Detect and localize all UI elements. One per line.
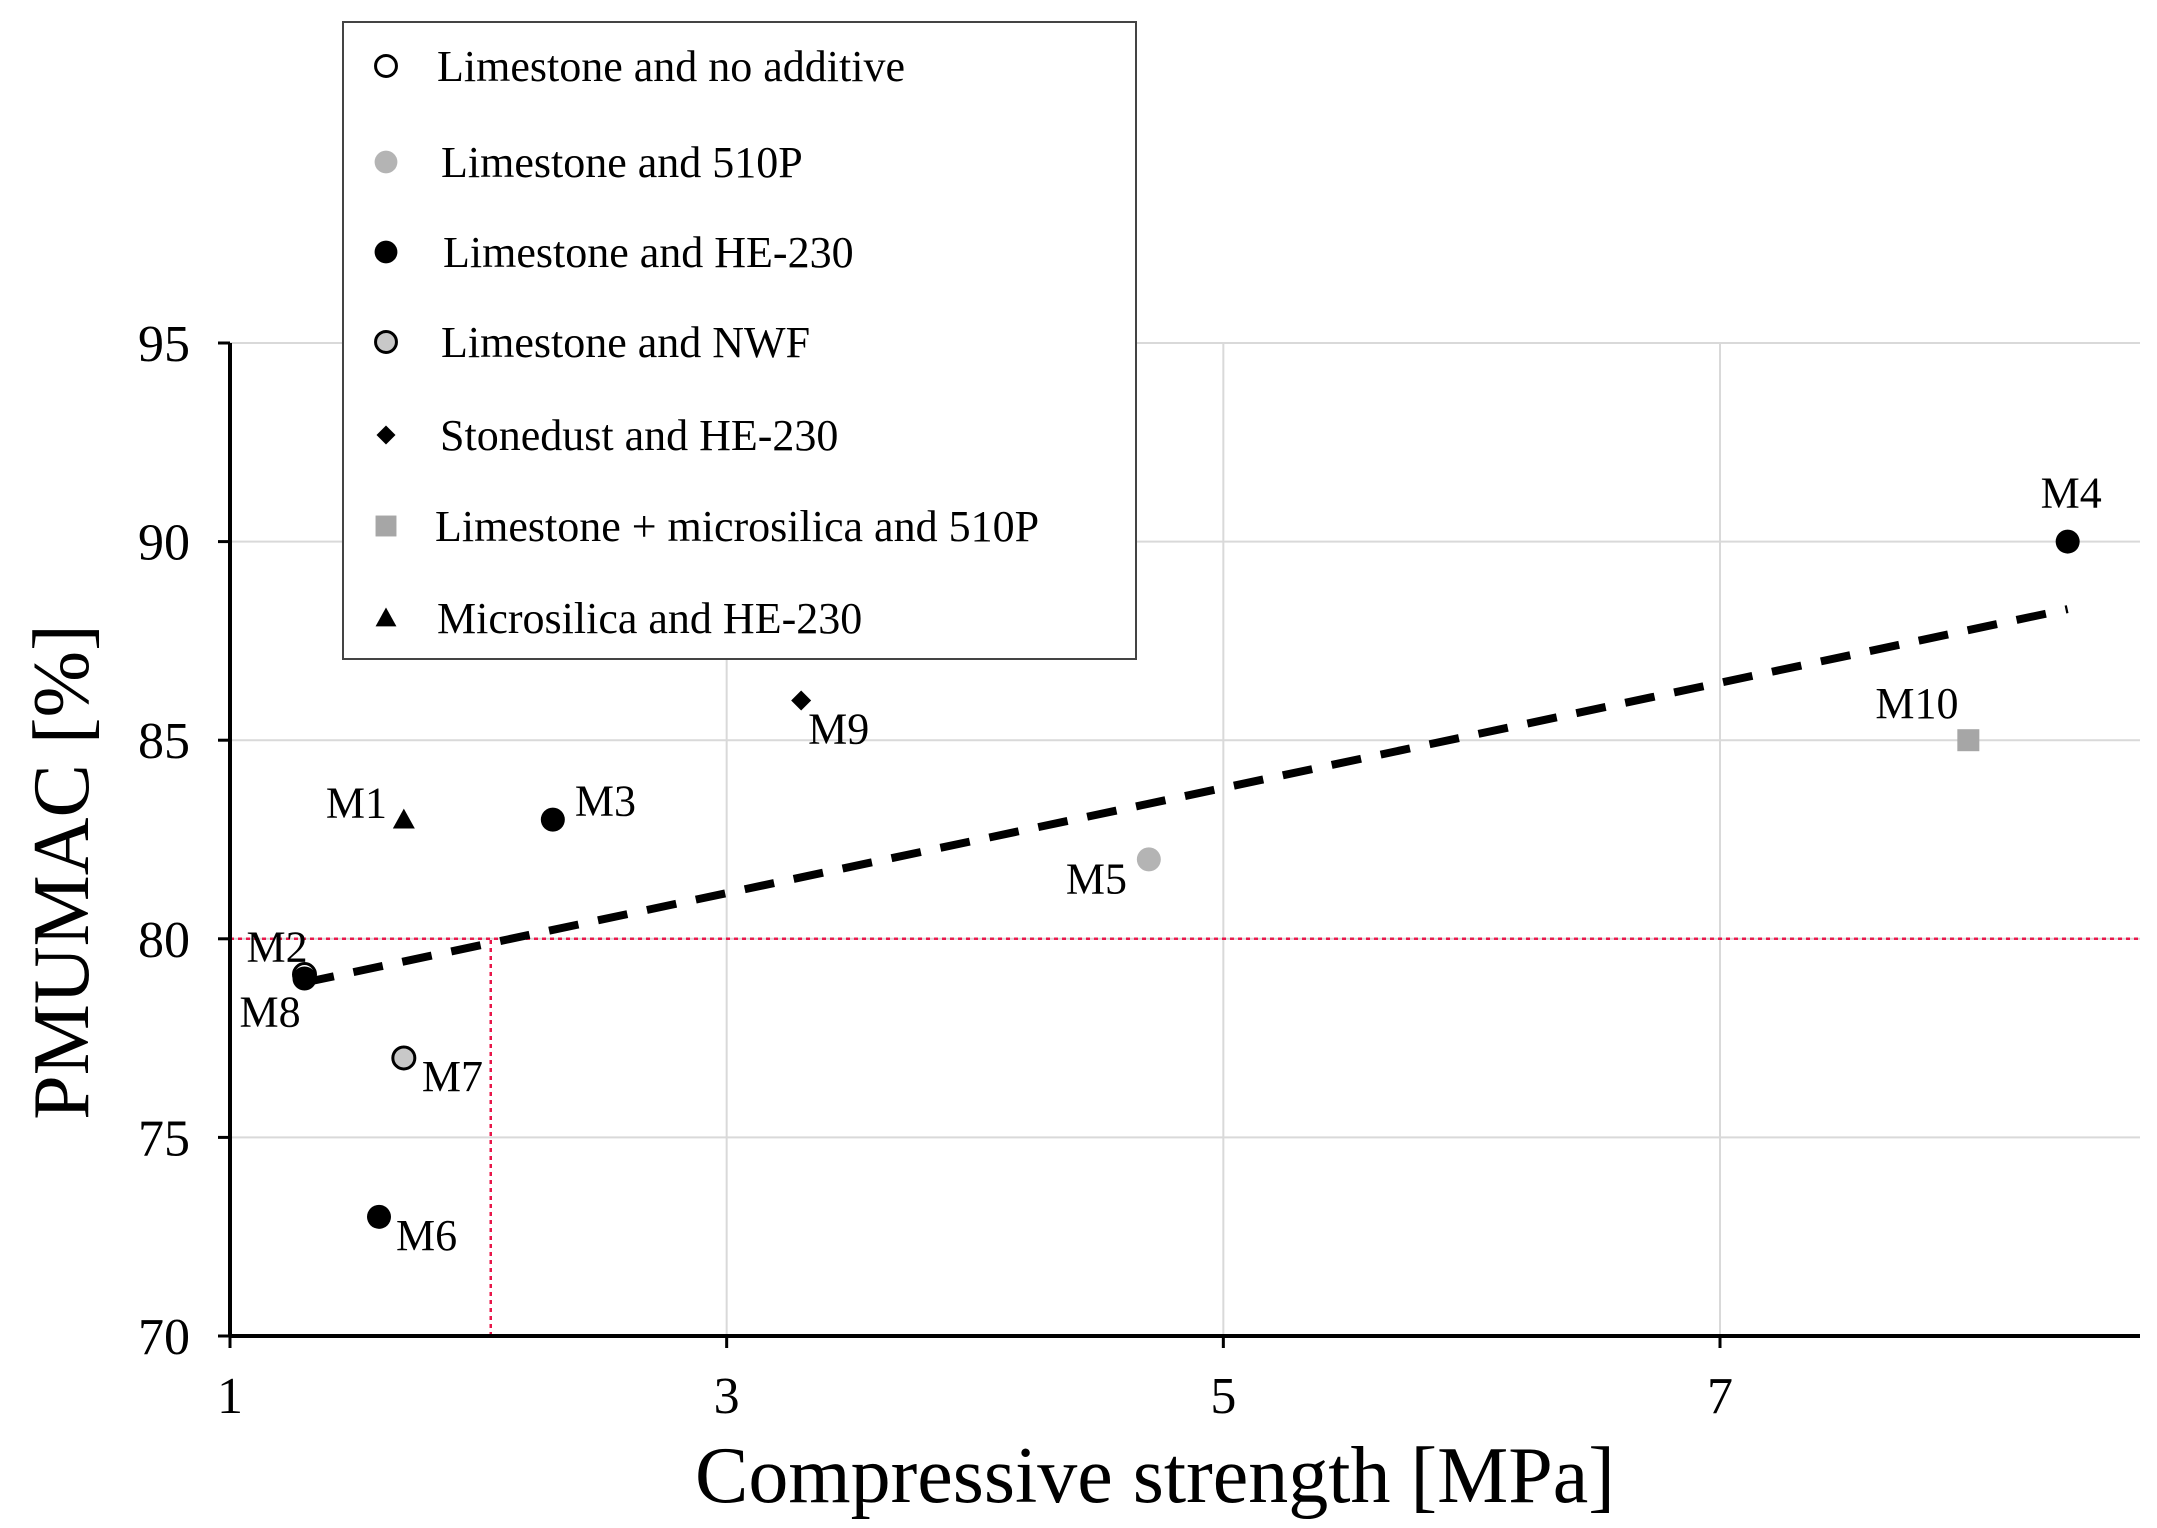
point-label-m1: M1 — [326, 779, 387, 828]
y-tick-label: 75 — [138, 1110, 190, 1167]
legend-label: Limestone and no additive — [437, 42, 905, 91]
data-point-m5 — [1136, 847, 1161, 872]
legend-label: Limestone and 510P — [441, 138, 803, 187]
point-label-m8: M8 — [240, 988, 301, 1037]
y-tick-label: 85 — [138, 713, 190, 770]
axes — [218, 341, 2140, 1348]
y-tick-label: 70 — [138, 1309, 190, 1366]
data-point-m4 — [2055, 529, 2080, 554]
data-point-m1 — [392, 808, 415, 829]
x-tick-label: 7 — [1707, 1368, 1733, 1425]
legend-items: Limestone and no additive Limestone and 5… — [374, 42, 1039, 643]
trendline-layer — [303, 605, 2069, 987]
point-label-m4: M4 — [2041, 469, 2102, 518]
legend-label: Stonedust and HE-230 — [440, 411, 838, 460]
trendline — [303, 605, 2069, 987]
point-label-m7: M7 — [422, 1052, 483, 1101]
data-point-m9 — [791, 690, 812, 711]
legend: Limestone and no additive Limestone and 5… — [342, 21, 1137, 660]
legend-marker — [374, 240, 398, 264]
x-axis-title: Compressive strength [MPa] — [695, 1432, 1615, 1520]
x-tick-label: 3 — [714, 1368, 740, 1425]
y-tick-label: 95 — [138, 316, 190, 373]
point-label-m2: M2 — [247, 923, 308, 972]
point-label-m3: M3 — [575, 777, 636, 826]
data-point-m3 — [540, 807, 565, 832]
data-point-m6 — [367, 1204, 391, 1229]
point-labels: M2 M5 M3 M4 M6 M8 M7 M9 M10 M1 — [240, 469, 2102, 1260]
data-point-m10 — [1957, 729, 1980, 752]
legend-label: Limestone + microsilica and 510P — [435, 502, 1039, 551]
y-tick-label: 90 — [138, 515, 190, 572]
point-label-m5: M5 — [1066, 854, 1127, 903]
legend-marker — [374, 330, 398, 354]
point-label-m10: M10 — [1875, 679, 1958, 728]
reference-lines — [230, 937, 2140, 1336]
x-tick-label: 1 — [217, 1368, 243, 1425]
tick-labels: 70 75 80 85 90 95 1 3 5 7 — [138, 316, 1733, 1425]
point-label-m9: M9 — [808, 704, 869, 753]
data-point-m8 — [292, 966, 317, 991]
y-axis-title: PMUMAC [%] — [18, 624, 106, 1120]
legend-marker — [376, 425, 396, 445]
legend-marker — [374, 150, 398, 174]
y-tick-label: 80 — [138, 912, 190, 969]
legend-marker — [374, 54, 398, 78]
x-tick-label: 5 — [1210, 1368, 1236, 1425]
legend-box — [342, 21, 1137, 660]
point-label-m6: M6 — [396, 1211, 457, 1260]
data-point-m7 — [391, 1045, 417, 1071]
legend-label: Microsilica and HE-230 — [437, 594, 862, 643]
legend-marker — [375, 515, 397, 537]
legend-label: Limestone and HE-230 — [443, 228, 854, 277]
legend-marker — [375, 607, 397, 627]
data-points — [292, 529, 2080, 1229]
legend-label: Limestone and NWF — [441, 318, 810, 367]
